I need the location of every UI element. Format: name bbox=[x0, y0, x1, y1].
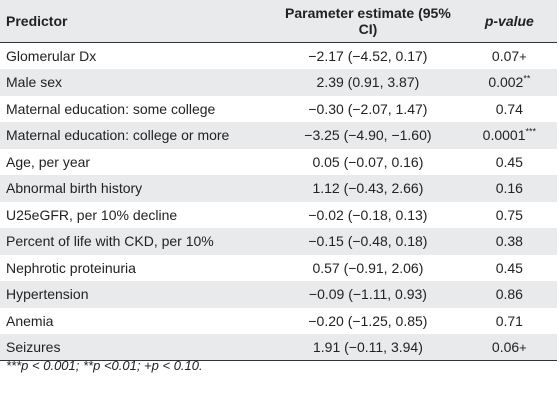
predictor-cell: Age, per year bbox=[6, 153, 91, 170]
table-row: Maternal education: college or more −3.25… bbox=[0, 122, 557, 149]
estimate-cell: 1.12 (−0.43, 2.66) bbox=[312, 180, 424, 197]
pvalue-cell: 0.07+ bbox=[462, 43, 557, 70]
estimate-cell: 0.05 (−0.07, 0.16) bbox=[312, 153, 424, 170]
table-footnote: ***p < 0.001; **p <0.01; +p < 0.10. bbox=[6, 358, 203, 373]
significance-mark: + bbox=[519, 340, 527, 355]
estimate-cell: −0.02 (−0.18, 0.13) bbox=[308, 206, 428, 223]
pvalue-text: 0.0001 bbox=[482, 127, 526, 144]
pvalue-cell: 0.45 bbox=[462, 149, 557, 176]
table-body: Glomerular Dx −2.17 (−4.52, 0.17) 0.07+ Mal… bbox=[0, 43, 557, 361]
predictor-cell: Abnormal birth history bbox=[6, 180, 143, 197]
estimate-cell: 0.57 (−0.91, 2.06) bbox=[312, 259, 424, 276]
estimate-cell: 2.39 (0.91, 3.87) bbox=[316, 74, 420, 91]
pvalue-cell: 0.0001*** bbox=[462, 122, 557, 149]
table-row: Male sex 2.39 (0.91, 3.87) 0.002** bbox=[0, 69, 557, 96]
table-row: Abnormal birth history 1.12 (−0.43, 2.66)… bbox=[0, 175, 557, 202]
estimate-cell: −0.30 (−2.07, 1.47) bbox=[308, 100, 428, 117]
results-table: Predictor Parameter estimate (95% CI) p-… bbox=[0, 0, 557, 361]
estimate-cell: −0.15 (−0.48, 0.18) bbox=[308, 233, 428, 250]
pvalue-text: 0.002 bbox=[488, 74, 524, 91]
estimate-cell: −0.09 (−1.11, 0.93) bbox=[308, 286, 427, 303]
pvalue-text: 0.38 bbox=[495, 233, 523, 250]
predictor-cell: U25eGFR, per 10% decline bbox=[6, 206, 178, 223]
pvalue-cell: 0.75 bbox=[462, 202, 557, 229]
header-estimate: Parameter estimate (95% CI) bbox=[285, 5, 451, 37]
estimate-cell: −3.25 (−4.90, −1.60) bbox=[304, 127, 432, 144]
header-pvalue-text: p-value bbox=[484, 13, 534, 29]
pvalue-cell: 0.002** bbox=[462, 69, 557, 96]
table-row: Maternal education: some college −0.30 (−… bbox=[0, 96, 557, 123]
estimate-cell: −0.20 (−1.25, 0.85) bbox=[308, 312, 428, 329]
header-pvalue: p-value bbox=[462, 0, 557, 43]
table-row: Age, per year 0.05 (−0.07, 0.16) 0.45 bbox=[0, 149, 557, 176]
pvalue-cell: 0.45 bbox=[462, 255, 557, 282]
significance-mark: *** bbox=[525, 126, 537, 137]
predictor-cell: Maternal education: college or more bbox=[6, 127, 230, 144]
table-row: Nephrotic proteinuria 0.57 (−0.91, 2.06) 0… bbox=[0, 255, 557, 282]
pvalue-text: 0.45 bbox=[495, 259, 523, 276]
pvalue-text: 0.75 bbox=[495, 206, 523, 223]
estimate-cell: −2.17 (−4.52, 0.17) bbox=[308, 48, 428, 64]
predictor-cell: Glomerular Dx bbox=[6, 48, 97, 64]
predictor-cell: Male sex bbox=[6, 74, 63, 91]
estimate-cell: 1.91 (−0.11, 3.94) bbox=[312, 339, 423, 355]
table-row: Anemia −0.20 (−1.25, 0.85) 0.71 bbox=[0, 308, 557, 335]
predictor-cell: Nephrotic proteinuria bbox=[6, 259, 136, 276]
table-row: U25eGFR, per 10% decline −0.02 (−0.18, 0.… bbox=[0, 202, 557, 229]
header-predictor: Predictor bbox=[6, 13, 68, 29]
pvalue-cell: 0.71 bbox=[462, 308, 557, 335]
significance-mark: + bbox=[519, 49, 527, 64]
pvalue-cell: 0.86 bbox=[462, 281, 557, 308]
table-row: Seizures 1.91 (−0.11, 3.94) 0.06+ bbox=[0, 334, 557, 361]
significance-mark: ** bbox=[523, 73, 531, 84]
predictor-cell: Percent of life with CKD, per 10% bbox=[6, 233, 214, 250]
pvalue-text: 0.16 bbox=[495, 180, 523, 197]
header-row: Predictor Parameter estimate (95% CI) p-… bbox=[0, 0, 557, 43]
table-row: Percent of life with CKD, per 10% −0.15 (… bbox=[0, 228, 557, 255]
pvalue-text: 0.07 bbox=[491, 48, 520, 64]
table-row: Hypertension −0.09 (−1.11, 0.93) 0.86 bbox=[0, 281, 557, 308]
pvalue-text: 0.06 bbox=[491, 339, 520, 355]
pvalue-text: 0.71 bbox=[495, 312, 523, 329]
predictor-cell: Seizures bbox=[6, 339, 61, 355]
table-header: Predictor Parameter estimate (95% CI) p-… bbox=[0, 0, 557, 43]
table-row: Glomerular Dx −2.17 (−4.52, 0.17) 0.07+ bbox=[0, 43, 557, 70]
predictor-cell: Maternal education: some college bbox=[6, 100, 216, 117]
pvalue-text: 0.45 bbox=[495, 153, 523, 170]
pvalue-text: 0.74 bbox=[495, 100, 523, 117]
pvalue-text: 0.86 bbox=[495, 286, 523, 303]
pvalue-cell: 0.06+ bbox=[462, 334, 557, 361]
pvalue-cell: 0.16 bbox=[462, 175, 557, 202]
pvalue-cell: 0.38 bbox=[462, 228, 557, 255]
predictor-cell: Anemia bbox=[6, 312, 54, 329]
predictor-cell: Hypertension bbox=[6, 286, 89, 303]
pvalue-cell: 0.74 bbox=[462, 96, 557, 123]
